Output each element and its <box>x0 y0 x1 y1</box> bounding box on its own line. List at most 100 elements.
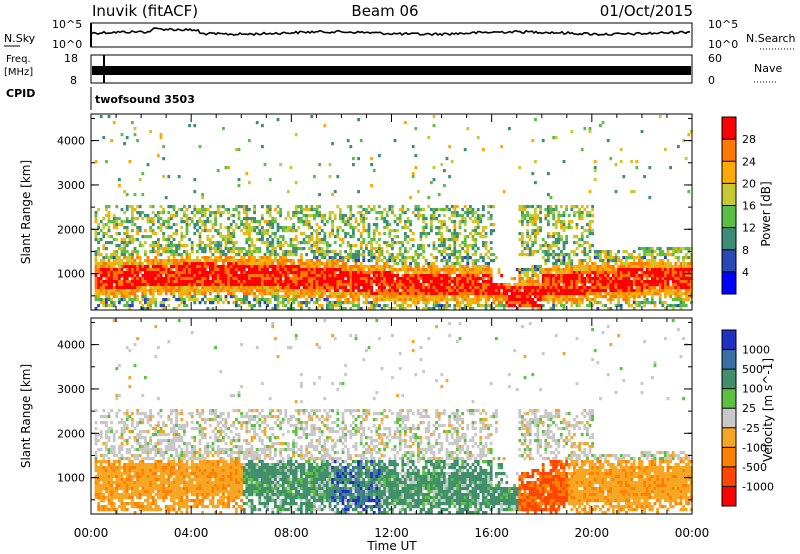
range-gate-cell <box>365 292 368 296</box>
range-gate-cell <box>164 289 168 293</box>
range-gate-cell <box>549 283 553 287</box>
station-title: Inuvik (fitACF) <box>92 2 198 20</box>
range-gate-cell <box>196 250 199 254</box>
range-gate-cell <box>349 244 353 248</box>
range-gate-cell <box>575 271 579 275</box>
range-gate-cell <box>302 220 306 224</box>
range-gate-cell <box>643 304 646 308</box>
range-gate-cell <box>235 148 238 152</box>
range-gate-cell <box>133 277 137 281</box>
range-gate-cell <box>294 133 298 137</box>
range-gate-cell <box>513 286 516 290</box>
range-gate-cell <box>586 271 589 275</box>
range-gate-cell <box>138 271 142 275</box>
range-gate-cell <box>406 226 410 230</box>
range-gate-cell <box>687 268 691 272</box>
range-gate-cell <box>209 274 212 278</box>
range-gate-cell <box>279 289 282 293</box>
range-gate-cell <box>240 250 243 254</box>
range-gate-cell <box>463 295 467 299</box>
range-gate-cell <box>149 268 152 272</box>
range-gate-cell <box>679 295 683 299</box>
range-gate-cell <box>133 268 137 272</box>
range-gate-cell <box>393 139 397 143</box>
range-gate-cell <box>448 286 451 290</box>
range-gate-cell <box>365 298 368 302</box>
range-gate-cell <box>549 292 553 296</box>
range-gate-cell <box>99 286 103 290</box>
range-gate-cell <box>554 205 558 209</box>
range-gate-cell <box>318 226 321 230</box>
range-gate-cell <box>593 250 597 254</box>
range-gate-cell <box>131 250 134 254</box>
range-gate-cell <box>229 214 233 218</box>
range-gate-cell <box>482 286 485 290</box>
range-gate-cell <box>203 223 207 227</box>
range-gate-cell <box>539 211 542 215</box>
range-gate-cell <box>427 274 431 278</box>
range-gate-cell <box>281 226 285 230</box>
range-gate-cell <box>333 268 337 272</box>
range-gate-cell <box>424 226 428 230</box>
range-gate-cell <box>479 265 483 269</box>
range-gate-cell <box>326 280 329 284</box>
range-gate-cell <box>536 214 540 218</box>
range-gate-cell <box>362 214 366 218</box>
range-gate-cell <box>167 289 171 293</box>
range-gate-cell <box>414 277 418 281</box>
range-gate-cell <box>534 214 537 218</box>
range-gate-cell <box>471 220 475 224</box>
range-gate-cell <box>227 283 230 287</box>
range-gate-cell <box>94 280 98 284</box>
range-gate-cell <box>250 280 254 284</box>
range-gate-cell <box>159 268 163 272</box>
range-gate-cell <box>619 295 623 299</box>
range-gate-cell <box>437 304 441 308</box>
range-gate-cell <box>128 307 132 311</box>
range-gate-cell <box>227 271 230 275</box>
range-gate-cell <box>242 226 246 230</box>
range-gate-cell <box>560 268 563 272</box>
range-gate-cell <box>476 277 480 281</box>
range-gate-cell <box>149 205 152 209</box>
range-gate-cell <box>302 301 306 305</box>
range-gate-cell <box>552 223 555 227</box>
range-gate-cell <box>687 133 691 137</box>
range-gate-cell <box>339 265 342 269</box>
range-gate-cell <box>583 277 587 281</box>
range-gate-cell <box>370 280 373 284</box>
range-gate-cell <box>404 301 407 305</box>
range-gate-cell <box>388 244 392 248</box>
range-gate-cell <box>357 295 360 299</box>
range-gate-cell <box>123 292 126 296</box>
range-gate-cell <box>526 268 529 272</box>
range-gate-cell <box>227 226 230 230</box>
range-gate-cell <box>250 271 254 275</box>
range-gate-cell <box>430 307 433 311</box>
range-gate-cell <box>268 286 272 290</box>
freq-tick-top: 18 <box>64 52 78 65</box>
range-gate-cell <box>401 295 405 299</box>
range-gate-cell <box>201 229 204 233</box>
range-gate-cell <box>302 262 306 266</box>
range-gate-cell <box>385 211 389 215</box>
range-gate-cell <box>167 286 171 290</box>
range-gate-cell <box>440 250 444 254</box>
range-gate-cell <box>326 286 329 290</box>
range-gate-cell <box>326 220 329 224</box>
range-gate-cell <box>489 241 493 245</box>
range-gate-cell <box>99 268 103 272</box>
range-gate-cell <box>214 214 217 218</box>
range-gate-cell <box>235 262 238 266</box>
range-gate-cell <box>167 304 171 308</box>
range-gate-cell <box>300 277 303 281</box>
range-gate-cell <box>445 265 449 269</box>
range-gate-cell <box>554 280 558 284</box>
range-gate-cell <box>588 250 592 254</box>
range-gate-cell <box>203 301 207 305</box>
range-gate-cell <box>469 274 472 278</box>
range-gate-cell <box>94 298 98 302</box>
range-gate-cell <box>118 301 121 305</box>
range-gate-cell <box>227 232 230 236</box>
range-gate-cell <box>593 253 597 257</box>
